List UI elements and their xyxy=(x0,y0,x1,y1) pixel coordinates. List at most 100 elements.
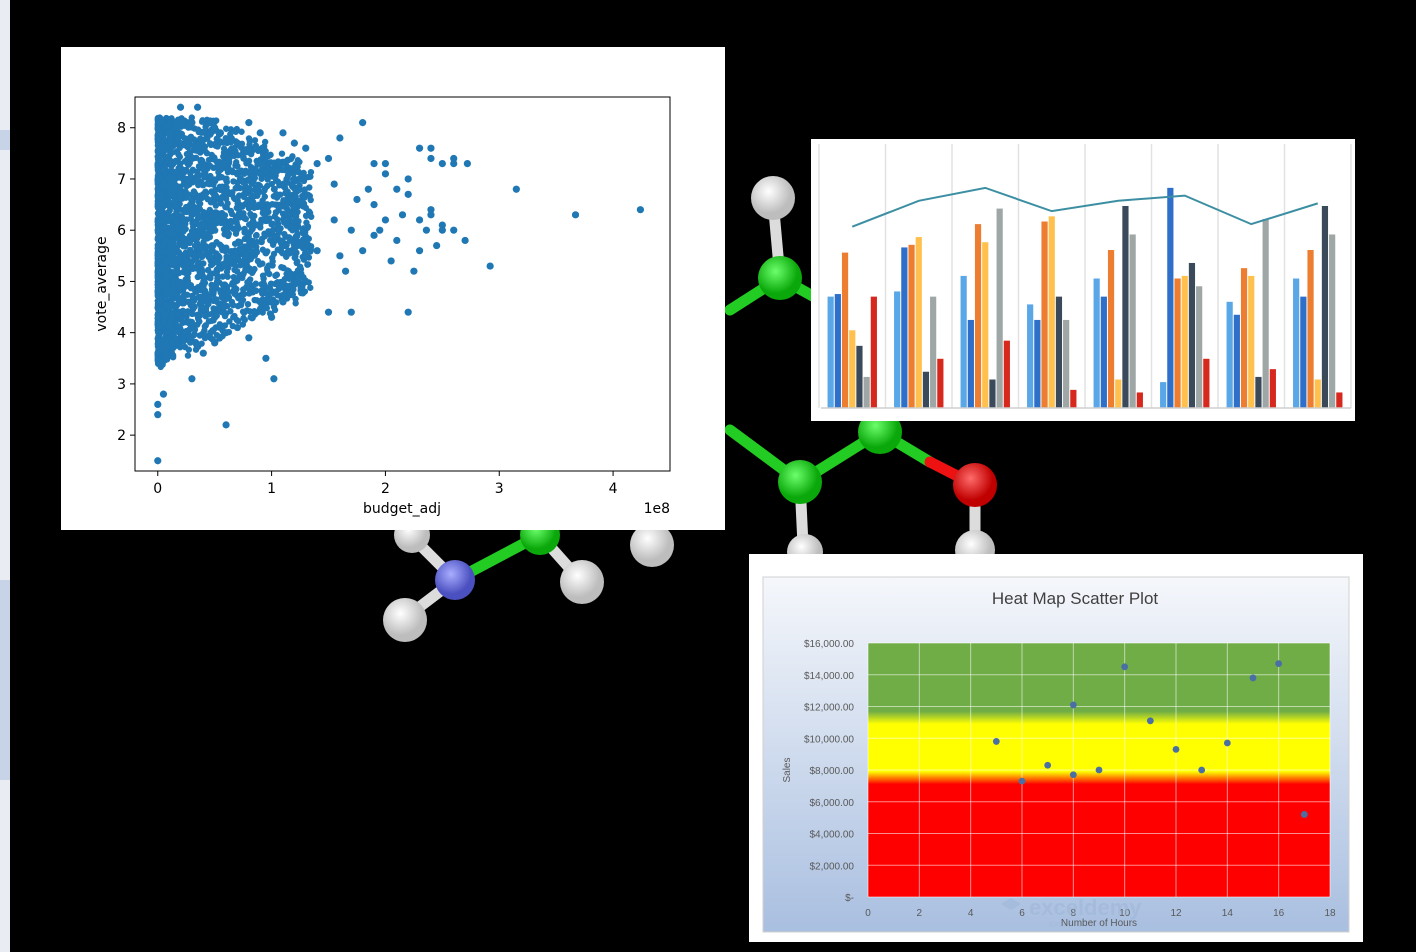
bar-series xyxy=(827,187,1343,408)
scatter-point xyxy=(258,288,266,296)
scatter-point xyxy=(1121,663,1129,671)
scatter-point xyxy=(221,260,228,267)
scatter-point xyxy=(262,354,270,362)
bar xyxy=(1329,234,1336,408)
budget-vote-scatter-chart: 0 1 2 3 4 2 3 4 5 6 7 8 budget_adj vote_average 1e… xyxy=(61,47,725,530)
scatter-point xyxy=(206,162,214,169)
scatter-point xyxy=(197,225,204,232)
scatter-point xyxy=(243,148,250,156)
scatter-point xyxy=(157,157,164,165)
scatter-point xyxy=(207,172,214,180)
scatter-point xyxy=(233,139,242,147)
scatter-point xyxy=(176,189,184,197)
scatter-point xyxy=(154,253,162,261)
scatter-point xyxy=(307,196,314,204)
scatter-point xyxy=(213,135,220,143)
scatter-point xyxy=(169,352,177,359)
scatter-point xyxy=(232,184,239,192)
scatter-point xyxy=(256,298,264,306)
scatter-point xyxy=(303,219,310,226)
bar xyxy=(974,224,982,408)
scatter-point xyxy=(194,312,202,319)
x-axis-ticks: 0 1 2 3 4 xyxy=(153,471,618,497)
scatter-point xyxy=(404,308,412,316)
bar xyxy=(960,275,967,408)
scatter-point xyxy=(450,160,458,168)
scatter-point xyxy=(157,209,164,216)
scatter-point xyxy=(238,299,245,306)
nitrogen-atom xyxy=(435,560,475,600)
scatter-point xyxy=(155,193,162,200)
scatter-point xyxy=(207,199,215,206)
scatter-point xyxy=(256,129,264,137)
scatter-point xyxy=(215,305,223,312)
bar xyxy=(1115,379,1122,408)
scatter-point xyxy=(262,207,269,215)
scatter-point xyxy=(290,277,298,286)
scatter-point xyxy=(244,300,252,308)
scatter-point xyxy=(209,288,216,295)
scatter-point xyxy=(154,314,162,322)
carbon-atom xyxy=(858,410,902,454)
scatter-point xyxy=(219,273,226,280)
heat-map-scatter-chart: Heat Map Scatter Plot $- $2,000.00 $4,000.… xyxy=(749,554,1363,942)
scatter-point xyxy=(313,247,321,255)
scatter-point xyxy=(261,233,268,240)
y-tick-label: $2,000.00 xyxy=(810,861,855,872)
scatter-point xyxy=(194,103,202,111)
scatter-point xyxy=(188,119,196,127)
scatter-point xyxy=(252,280,260,287)
scatter-point xyxy=(304,261,311,268)
bar xyxy=(982,242,989,408)
scatter-point xyxy=(196,172,203,179)
x-tick-label: 4 xyxy=(609,481,618,497)
scatter-point xyxy=(242,215,250,223)
scatter-point xyxy=(301,187,308,194)
bar xyxy=(1336,392,1343,408)
scatter-point xyxy=(221,322,229,329)
scatter-point xyxy=(1300,811,1308,818)
scatter-point xyxy=(201,327,208,334)
scatter-point xyxy=(231,290,238,297)
scatter-point xyxy=(171,168,179,176)
hydrogen-atom xyxy=(630,523,674,567)
scatter-point xyxy=(196,318,203,325)
scatter-point xyxy=(167,291,175,298)
scatter-point xyxy=(387,257,395,265)
scatter-point xyxy=(216,321,224,328)
scatter-point xyxy=(154,329,162,336)
scatter-point xyxy=(169,339,176,346)
scatter-point xyxy=(179,293,187,300)
x-tick-label: 2 xyxy=(917,908,923,919)
scatter-point xyxy=(246,202,254,209)
scatter-point xyxy=(251,252,259,259)
scatter-point xyxy=(269,258,276,265)
scatter-point xyxy=(296,263,304,270)
scatter-point xyxy=(249,242,256,249)
scatter-point xyxy=(169,231,176,238)
scatter-point xyxy=(302,236,310,245)
scatter-point xyxy=(215,264,223,271)
scatter-point xyxy=(183,260,190,267)
scatter-plot-canvas: 0 1 2 3 4 2 3 4 5 6 7 8 budget_adj vote_average 1e… xyxy=(94,96,671,517)
scatter-point xyxy=(264,153,272,160)
scatter-point xyxy=(290,204,297,211)
scatter-point xyxy=(160,309,168,317)
scatter-point xyxy=(324,308,333,316)
scatter-point xyxy=(279,298,287,306)
watermark-subtext: EXCEL · DATA · BI xyxy=(1049,922,1108,929)
scatter-point xyxy=(162,349,169,356)
scatter-point xyxy=(292,300,299,307)
scatter-point xyxy=(202,322,209,329)
scatter-point xyxy=(211,339,219,347)
scatter-point xyxy=(154,203,161,210)
scatter-point xyxy=(207,117,214,124)
scatter-point xyxy=(186,325,194,333)
scatter-point xyxy=(213,312,220,319)
scatter-point xyxy=(238,128,245,135)
scatter-point xyxy=(220,301,227,308)
scatter-point xyxy=(992,738,1000,745)
scatter-point xyxy=(176,103,185,111)
y-tick-label: $6,000.00 xyxy=(810,798,855,809)
scatter-point xyxy=(198,340,205,347)
